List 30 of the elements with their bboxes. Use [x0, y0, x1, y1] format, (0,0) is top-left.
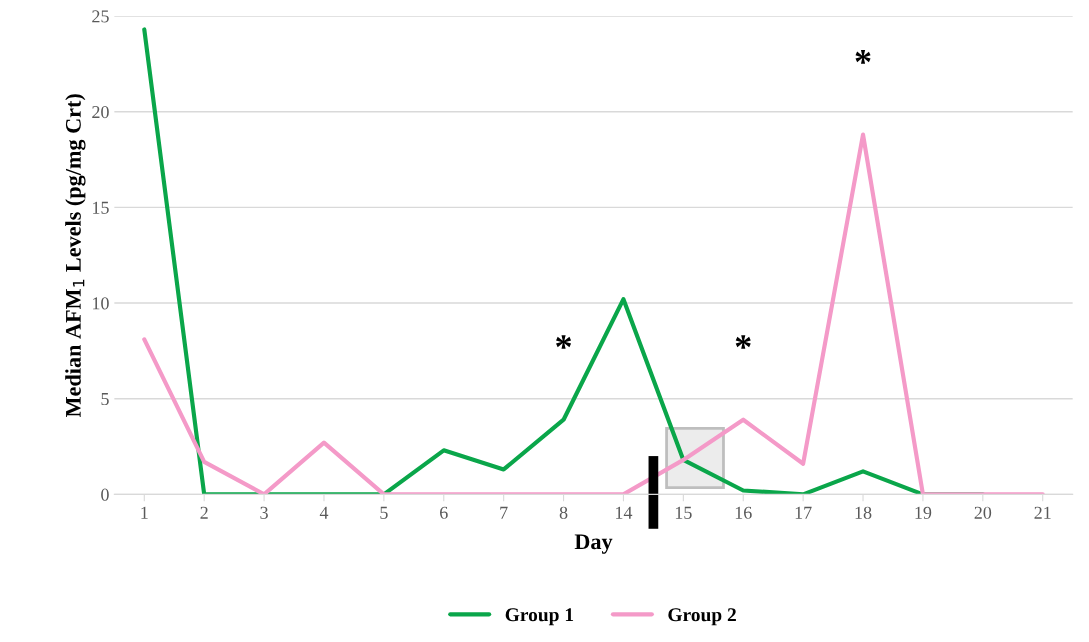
x-tick-label: 21	[1034, 506, 1051, 519]
y-tick-label: 0	[101, 488, 109, 501]
y-tick-label: 15	[93, 201, 109, 214]
x-tick-label: 19	[915, 506, 932, 519]
annotation: *	[855, 50, 871, 64]
legend-label: Group 1	[505, 608, 574, 626]
x-tick-label: 18	[855, 506, 872, 519]
x-tick-label: 17	[795, 506, 812, 519]
x-tick-label: 15	[675, 506, 692, 519]
x-tick-label: 6	[440, 506, 448, 519]
x-tick-label: 3	[260, 506, 268, 519]
y-tick-label: 10	[93, 297, 109, 310]
x-tick-label: 7	[500, 506, 508, 519]
x-tick-label: 20	[974, 506, 992, 519]
x-tick-label: 16	[735, 506, 752, 519]
y-axis-title: Median AFM$_{1}$ Levels (pg/mg Crt)	[65, 94, 86, 418]
legend-label: Group 2	[668, 608, 736, 626]
x-axis-title: Day	[574, 534, 613, 554]
x-tick-label: 8	[559, 506, 568, 519]
annotation: *	[556, 335, 572, 349]
x-tick-label: 4	[319, 506, 329, 519]
y-tick-label: 5	[101, 393, 109, 406]
x-tick-label: 2	[200, 506, 208, 519]
annotation: *	[735, 335, 751, 349]
x-tick-label: 5	[380, 506, 388, 519]
x-tick-label: 14	[616, 506, 633, 519]
x-tick-label: 1	[141, 506, 148, 519]
y-tick-label: 25	[92, 10, 109, 23]
y-tick-label: 20	[92, 105, 109, 119]
line-series	[142, 132, 1045, 495]
